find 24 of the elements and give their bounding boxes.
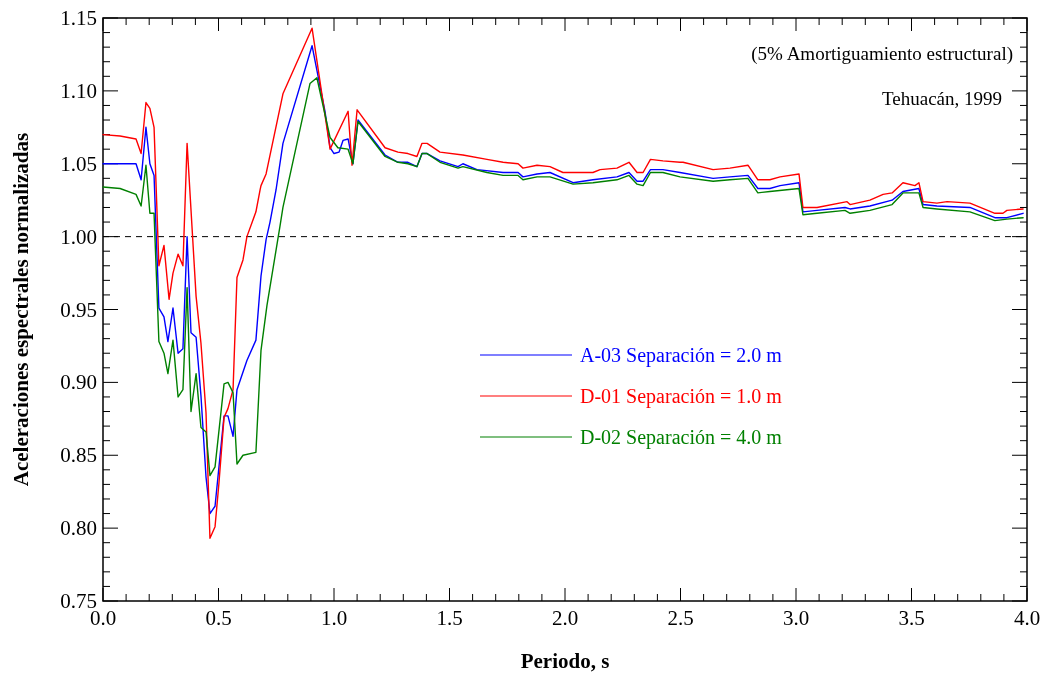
- y-tick-label: 0.85: [60, 443, 97, 468]
- annotation: Tehuacán, 1999: [881, 88, 1003, 109]
- y-tick-label: 0.95: [60, 297, 97, 322]
- x-tick-label: 3.5: [898, 606, 925, 630]
- y-tick-label: 1.10: [60, 78, 97, 103]
- legend-label: D-02 Separación = 4.0 m: [580, 426, 783, 449]
- x-tick-label: 4.0: [1013, 606, 1041, 630]
- y-tick-label: 1.05: [60, 151, 97, 176]
- y-axis-title: Aceleraciones espectrales normalizadas: [9, 132, 33, 487]
- y-tick-label: 1.15: [60, 6, 97, 30]
- y-tick-label: 0.80: [60, 516, 97, 541]
- legend-label: A-03 Separación = 2.0 m: [580, 344, 783, 367]
- legend-label: D-01 Separación = 1.0 m: [580, 385, 783, 408]
- y-tick-label: 1.00: [60, 224, 97, 249]
- annotation: (5% Amortiguamiento estructural): [751, 43, 1013, 65]
- y-tick-label: 0.90: [60, 370, 97, 395]
- line-series: [102, 77, 1024, 477]
- x-tick-label: 1.0: [320, 606, 348, 630]
- x-tick-label: 3.0: [782, 606, 810, 630]
- x-axis-title: Periodo, s: [520, 649, 610, 673]
- x-tick-label: 1.5: [436, 606, 463, 630]
- x-tick-label: 2.0: [551, 606, 579, 630]
- x-tick-label: 2.5: [667, 606, 694, 630]
- x-tick-label: 0.5: [205, 606, 232, 630]
